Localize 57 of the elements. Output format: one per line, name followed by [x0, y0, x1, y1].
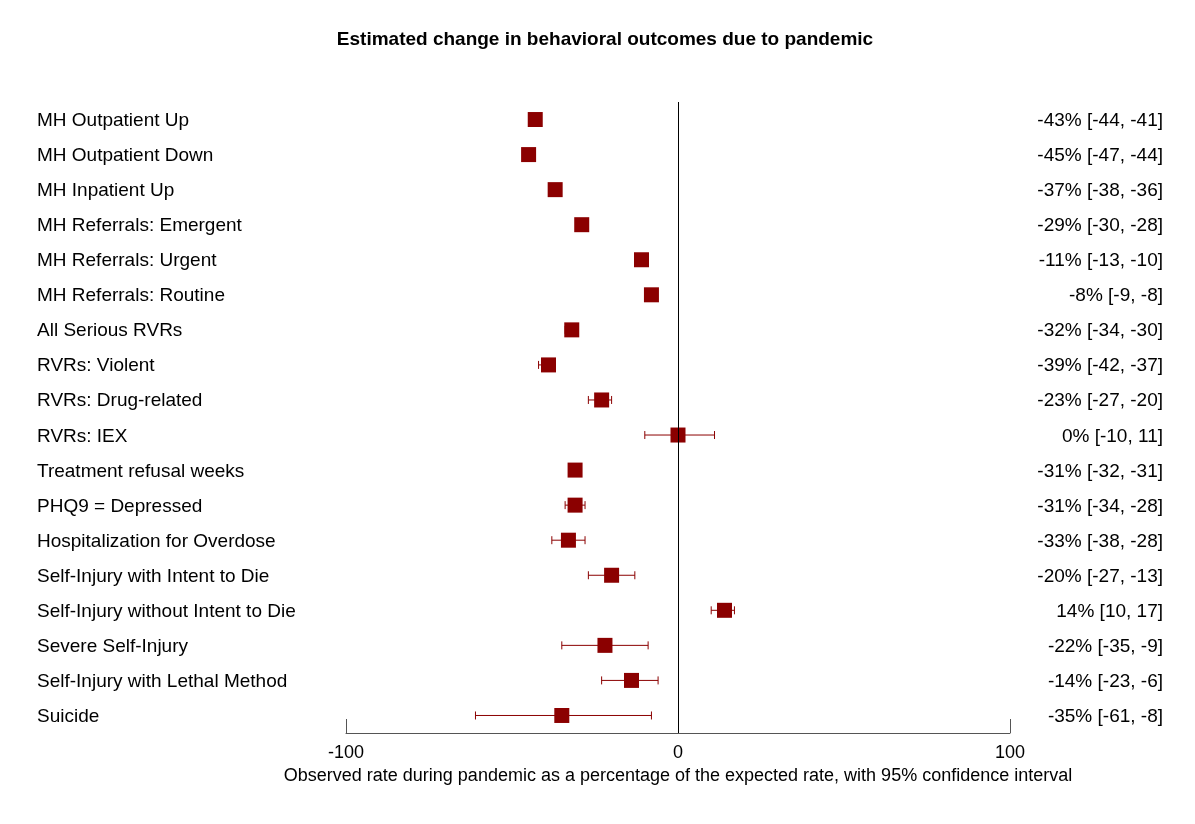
y-tick-label: All Serious RVRs [37, 319, 183, 341]
data-label: 0% [-10, 11] [1061, 424, 1163, 446]
y-tick-label: Self-Injury without Intent to Die [37, 599, 296, 621]
y-tick-label: Self-Injury with Intent to Die [37, 564, 270, 586]
data-label: -11% [-13, -10] [1038, 249, 1163, 271]
point [567, 462, 583, 478]
data-label: -22% [-35, -9] [1047, 634, 1163, 656]
point [547, 182, 563, 198]
point [574, 217, 590, 233]
y-tick-label: MH Outpatient Down [37, 144, 214, 166]
data-label: -35% [-61, -8] [1047, 704, 1163, 726]
x-tick-label: 0 [672, 742, 684, 762]
data-label: -14% [-23, -6] [1047, 669, 1163, 691]
x-tick-label: 100 [994, 742, 1026, 762]
data-label: -29% [-30, -28] [1037, 214, 1163, 236]
point [597, 637, 613, 653]
data-label: -31% [-32, -31] [1037, 459, 1163, 481]
point [521, 147, 537, 163]
point [624, 672, 640, 688]
x-axis-title: Observed rate during pandemic as a percentage of the expected rate, with 95% confidence interval [283, 764, 1073, 785]
y-tick-label: RVRs: Drug-related [37, 389, 203, 411]
data-label: -23% [-27, -20] [1037, 389, 1163, 411]
data-label: -8% [-9, -8] [1069, 284, 1163, 306]
y-tick-label: MH Outpatient Up [37, 109, 190, 131]
y-tick-label: RVRs: IEX [37, 424, 128, 446]
y-tick-label: Severe Self-Injury [37, 634, 189, 656]
data-label: -45% [-47, -44] [1037, 144, 1163, 166]
point [527, 112, 543, 128]
point [643, 287, 659, 303]
y-tick-label: PHQ9 = Depressed [37, 494, 203, 516]
y-tick-label: Self-Injury with Lethal Method [37, 669, 288, 691]
data-label: -37% [-38, -36] [1037, 179, 1163, 201]
y-tick-label: MH Inpatient Up [37, 179, 175, 201]
y-tick-label: RVRs: Violent [37, 354, 156, 376]
data-label: -43% [-44, -41] [1037, 109, 1163, 131]
point [560, 532, 576, 548]
point [564, 322, 580, 338]
point [716, 602, 732, 618]
y-tick-label: MH Referrals: Emergent [37, 214, 243, 236]
point [604, 567, 620, 583]
point [633, 252, 649, 268]
data-label: -31% [-34, -28] [1037, 494, 1163, 516]
data-label: -39% [-42, -37] [1037, 354, 1163, 376]
y-tick-label: MH Referrals: Urgent [37, 249, 218, 271]
chart-title: Estimated change in behavioral outcomes due to pandemic [336, 28, 874, 49]
point [670, 427, 686, 443]
data-label: 14% [10, 17] [1056, 599, 1163, 621]
y-tick-label: Suicide [37, 704, 100, 726]
x-tick-label: -100 [327, 742, 365, 762]
point [554, 707, 570, 723]
y-tick-label: Treatment refusal weeks [37, 459, 245, 481]
y-tick-label: MH Referrals: Routine [37, 284, 225, 306]
point [594, 392, 610, 408]
y-tick-label: Hospitalization for Overdose [37, 529, 276, 551]
data-label: -33% [-38, -28] [1037, 529, 1163, 551]
data-label: -32% [-34, -30] [1037, 319, 1163, 341]
data-label: -20% [-27, -13] [1037, 564, 1163, 586]
